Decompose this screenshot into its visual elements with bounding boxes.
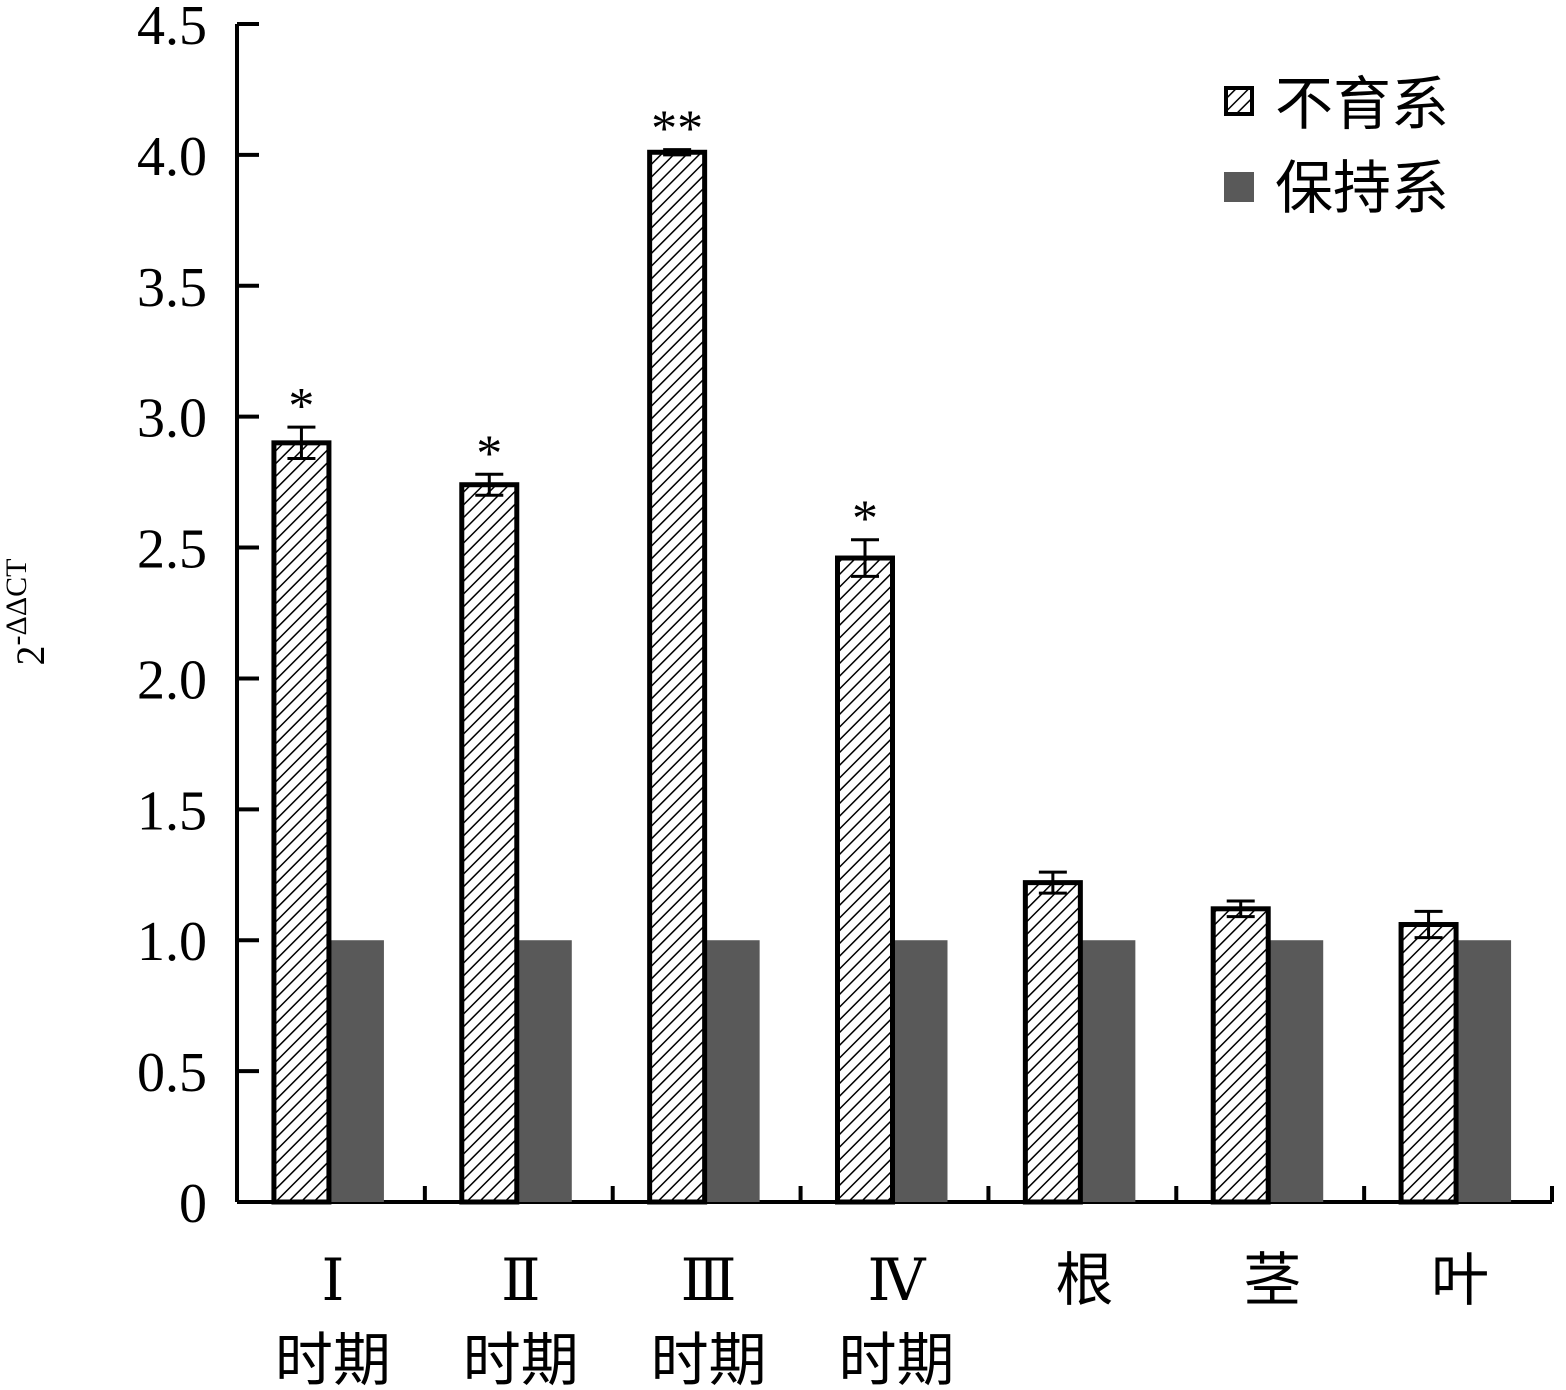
y-tick-label: 1.5 (137, 780, 207, 842)
bar-sterile-line (1022, 880, 1083, 1205)
bar-sterile-line (459, 482, 520, 1205)
significance-marker: ** (651, 101, 703, 158)
y-axis-label: 2-ΔΔCT (0, 559, 53, 666)
bar-maintainer-line (1456, 940, 1512, 1202)
y-axis-label-base: 2 (8, 645, 53, 665)
bar-maintainer-line (1268, 940, 1324, 1202)
plot-area: 0 0.5 1.0 1.5 2.0 2.5 3.0 3.5 4.0 4.5 * Ⅰ 时期 * Ⅱ 时期 ** Ⅲ 时… (137, 0, 1554, 1390)
x-tick-label: 根 (1055, 1248, 1113, 1313)
y-tick-label: 0.5 (137, 1042, 207, 1104)
bar-maintainer-line (516, 940, 572, 1202)
bar-maintainer-line (1080, 940, 1136, 1202)
x-tick-label-line2: 时期 (651, 1328, 767, 1390)
y-tick-label: 3.5 (137, 257, 207, 319)
y-tick-label: 0 (179, 1173, 207, 1235)
svg-text:2-ΔΔCT: 2-ΔΔCT (0, 559, 53, 666)
bar-sterile-line (647, 149, 708, 1205)
x-tick-label: 茎 (1243, 1248, 1301, 1313)
legend-swatch-hatched (1224, 86, 1254, 116)
x-tick-label-line2: 时期 (838, 1328, 954, 1390)
y-tick-label: 4.5 (137, 0, 207, 57)
legend-swatch-solid (1224, 172, 1254, 202)
legend-label-sterile: 不育系 (1275, 72, 1449, 137)
significance-marker: * (852, 491, 878, 548)
y-axis-label-superscript: -ΔΔCT (0, 559, 33, 646)
x-tick-label: Ⅱ (501, 1248, 540, 1313)
y-tick-label: 1.0 (137, 911, 207, 973)
bar-sterile-line (835, 555, 895, 1205)
bar-maintainer-line (892, 940, 948, 1202)
legend-label-maintainer: 保持系 (1275, 156, 1449, 221)
y-tick-label: 2.0 (137, 649, 207, 711)
bar-sterile-line (271, 440, 332, 1205)
x-tick-label-line2: 时期 (275, 1328, 391, 1390)
x-tick-label: 叶 (1431, 1248, 1489, 1313)
x-tick-label-line2: 时期 (463, 1328, 579, 1390)
bar-sterile-line (1398, 922, 1459, 1205)
bar-sterile-line (1210, 906, 1271, 1205)
y-tick-label: 3.0 (137, 388, 207, 450)
bar-maintainer-line (328, 940, 384, 1202)
y-tick-label: 2.5 (137, 519, 207, 581)
y-tick-label: 4.0 (137, 126, 207, 188)
x-tick-label: Ⅲ (681, 1248, 737, 1313)
x-tick-label: Ⅰ (321, 1248, 344, 1313)
significance-marker: * (288, 378, 314, 435)
bar-maintainer-line (704, 940, 760, 1202)
significance-marker: * (476, 425, 502, 482)
x-tick-label: Ⅳ (868, 1248, 927, 1313)
